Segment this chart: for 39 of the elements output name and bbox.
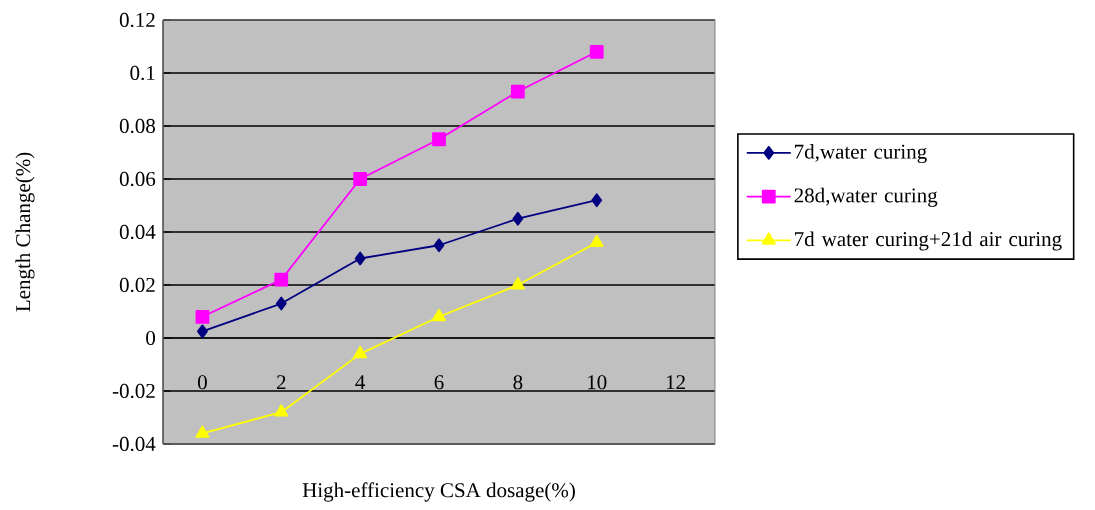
point — [589, 234, 604, 247]
y-tick-label: -0.04 — [112, 436, 156, 452]
x-tick-label: 0 — [197, 375, 207, 390]
x-tick-label: 10 — [588, 375, 607, 390]
x-axis-title: High-efficiency CSA dosage(%) — [302, 482, 575, 502]
point — [432, 308, 446, 322]
x-tick-label: 6 — [434, 375, 444, 390]
point — [274, 272, 289, 287]
point — [433, 238, 445, 253]
point — [510, 277, 525, 290]
legend-label: 7d,water curing — [795, 144, 927, 164]
point — [195, 425, 210, 438]
x-tick-label: 2 — [276, 375, 286, 390]
point — [512, 211, 524, 226]
point — [354, 251, 366, 266]
x-tick-label: 4 — [355, 375, 366, 390]
point — [589, 44, 604, 59]
y-tick-label: 0 — [146, 330, 156, 346]
legend-label: 28d,water curing — [794, 187, 938, 207]
point — [197, 324, 208, 339]
y-tick-label: 0.06 — [119, 171, 156, 187]
x-tick-label: 12 — [666, 375, 685, 390]
y-axis-title: Length Change(%) — [15, 152, 35, 312]
x-tick-label: 8 — [513, 375, 523, 390]
y-tick-label: 0.1 — [130, 65, 155, 81]
point — [195, 309, 210, 324]
y-tick-label: 0.02 — [119, 277, 155, 293]
legend-label: 7d water curing+21d air curing — [795, 231, 1062, 251]
point — [591, 193, 603, 208]
y-tick-label: 0.12 — [119, 12, 155, 28]
point — [274, 404, 289, 417]
y-tick-label: -0.02 — [112, 383, 155, 399]
point — [353, 172, 368, 186]
point — [353, 345, 368, 359]
point — [432, 132, 446, 147]
point — [275, 296, 287, 311]
y-tick-label: 0.08 — [119, 118, 156, 134]
point — [510, 84, 525, 99]
y-tick-label: 0.04 — [119, 224, 156, 240]
